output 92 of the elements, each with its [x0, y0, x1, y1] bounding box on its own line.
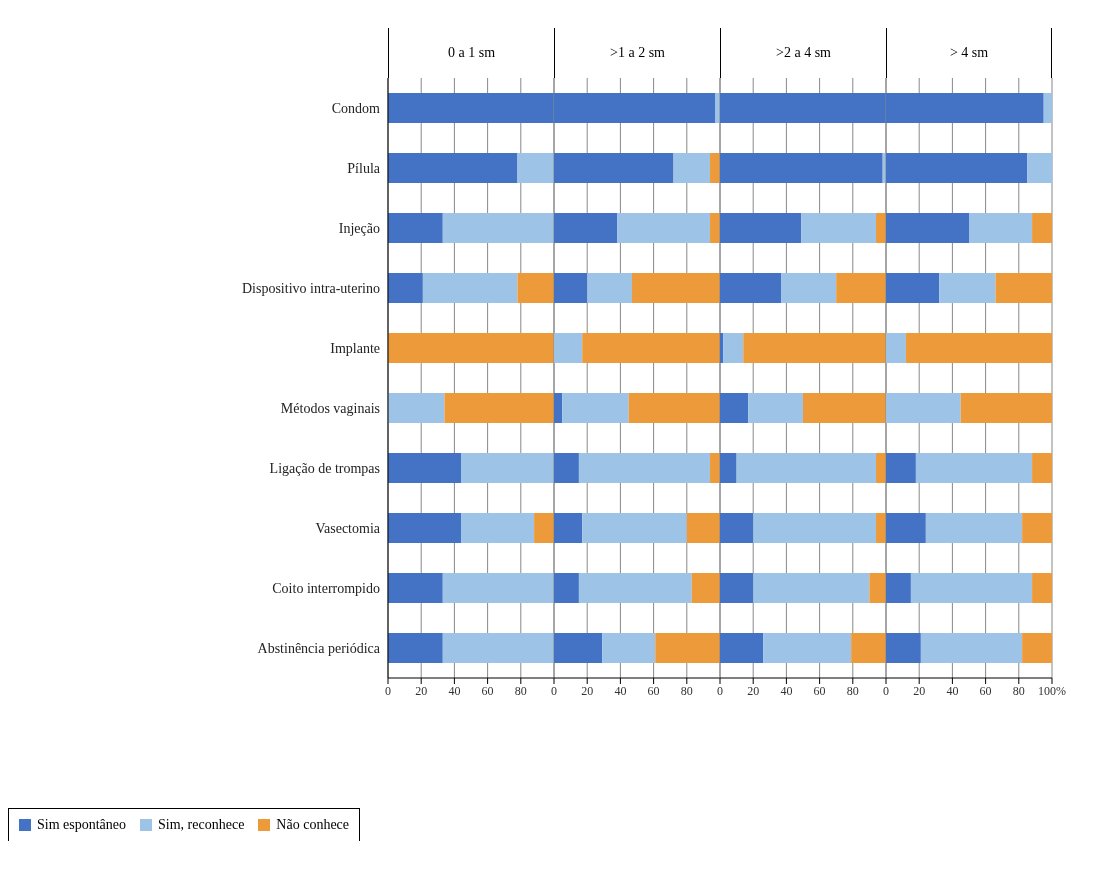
- bar: [723, 333, 744, 363]
- x-tick-label: 40: [780, 683, 793, 698]
- bar: [886, 333, 906, 363]
- x-tick-label: 20: [913, 683, 926, 698]
- x-tick-label: 0: [551, 683, 557, 698]
- bar: [1032, 573, 1052, 603]
- bar: [617, 213, 711, 243]
- bar: [876, 213, 886, 243]
- legend-label: Não conhece: [275, 817, 350, 833]
- y-tick-label: Pílula: [347, 160, 381, 176]
- x-tick-label: 40: [614, 683, 627, 698]
- bar: [1022, 513, 1052, 543]
- bar: [388, 633, 443, 663]
- bar: [554, 333, 583, 363]
- bar: [1032, 453, 1052, 483]
- legend-label: Sim, reconhece: [157, 817, 245, 833]
- bar: [1043, 93, 1052, 123]
- bar: [781, 273, 837, 303]
- bar: [554, 453, 579, 483]
- x-tick-label: 20: [581, 683, 594, 698]
- bar: [388, 453, 462, 483]
- bar: [736, 453, 877, 483]
- y-tick-label: Injeção: [338, 220, 380, 236]
- bar: [461, 513, 535, 543]
- bar: [915, 453, 1033, 483]
- bar: [960, 393, 1052, 423]
- bar: [905, 333, 1052, 363]
- y-tick-label: Abstinência periódica: [257, 640, 381, 656]
- x-tick-label: 60: [813, 683, 826, 698]
- x-tick-label: 60: [647, 683, 660, 698]
- bar: [578, 453, 711, 483]
- bar: [673, 153, 711, 183]
- y-tick-label: Dispositivo intra-uterino: [241, 280, 380, 296]
- x-tick-label: 20: [415, 683, 428, 698]
- bar: [920, 633, 1023, 663]
- bar: [720, 333, 724, 363]
- bar: [925, 513, 1023, 543]
- x-tick-label: 60: [481, 683, 494, 698]
- y-tick-label: Coito interrompido: [272, 580, 380, 596]
- chart-title: > 4 sm: [949, 45, 989, 61]
- x-tick-label: 40: [448, 683, 461, 698]
- x-tick-label: 20: [747, 683, 760, 698]
- y-tick-label: Implante: [330, 340, 380, 356]
- x-tick-label: 40: [946, 683, 959, 698]
- chart-title: >1 a 2 sm: [610, 45, 665, 61]
- chart-title: >2 a 4 sm: [776, 45, 831, 61]
- x-tick-label: 80: [514, 683, 527, 698]
- y-tick-label: Condom: [331, 100, 381, 116]
- chart-title: 0 a 1 sm: [447, 45, 496, 61]
- bar: [582, 513, 687, 543]
- bar: [422, 273, 518, 303]
- bar: [939, 273, 996, 303]
- y-tick-label: Métodos vaginais: [280, 400, 380, 416]
- bar: [1032, 213, 1052, 243]
- bar: [995, 273, 1052, 303]
- legend-label: Sim espontâneo: [36, 817, 127, 833]
- y-tick-label: Vasectomia: [315, 520, 381, 536]
- bar: [710, 153, 720, 183]
- x-tick-label: 80: [680, 683, 693, 698]
- bar: [602, 633, 656, 663]
- y-tick-label: Ligação de trompas: [269, 460, 380, 476]
- bar: [763, 633, 852, 663]
- bar: [753, 573, 870, 603]
- bar: [388, 393, 445, 423]
- bar: [517, 153, 554, 183]
- bar: [388, 213, 443, 243]
- x-tick-label: 0: [883, 683, 889, 698]
- bar: [554, 393, 563, 423]
- bar: [562, 393, 629, 423]
- bar: [587, 273, 633, 303]
- bar: [748, 393, 803, 423]
- bar: [388, 273, 423, 303]
- bar: [910, 573, 1033, 603]
- x-tick-label: 60: [979, 683, 992, 698]
- x-tick-label: 80: [846, 683, 859, 698]
- x-tick-label: 0: [717, 683, 723, 698]
- x-tick-label: 0: [385, 683, 391, 698]
- bar: [388, 513, 462, 543]
- bar: [710, 213, 720, 243]
- bar: [720, 393, 749, 423]
- bar: [753, 513, 877, 543]
- x-tick-label: 80: [1012, 683, 1025, 698]
- bar: [1027, 153, 1052, 183]
- bar: [388, 153, 518, 183]
- bar: [1022, 633, 1052, 663]
- x-tick-label: 100%: [1038, 683, 1066, 698]
- bar: [578, 573, 692, 603]
- bar: [801, 213, 877, 243]
- bar: [554, 573, 579, 603]
- bar: [876, 513, 886, 543]
- bar: [969, 213, 1033, 243]
- bar: [388, 573, 443, 603]
